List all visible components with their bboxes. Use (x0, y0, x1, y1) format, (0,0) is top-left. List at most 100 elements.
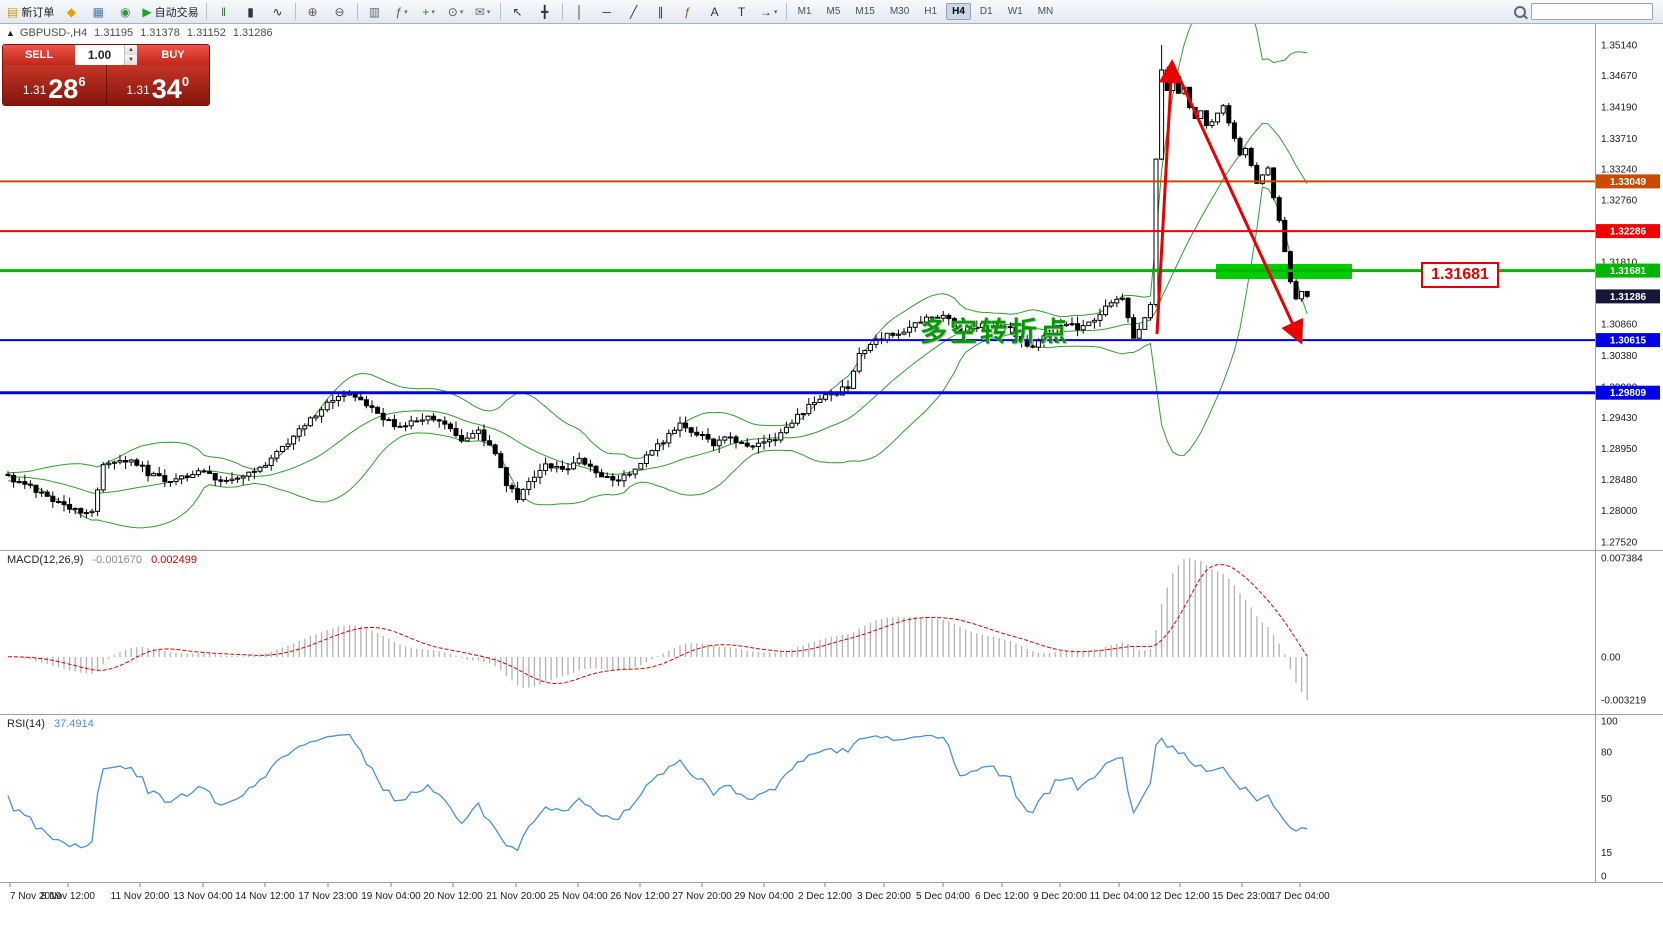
price-tick-label: 1.28000 (1601, 506, 1638, 517)
cursor-tool-button[interactable]: ↖ (505, 2, 531, 22)
trendline-tool-button[interactable]: ╱ (621, 2, 647, 22)
svg-text:1.29809: 1.29809 (1610, 388, 1647, 399)
zoom-in-button[interactable]: ⊕ (300, 2, 326, 22)
time-tick-label: 7 Nov 2019 (10, 891, 62, 902)
rsi-label: RSI(14) (7, 718, 45, 730)
timeframe-w1-button[interactable]: W1 (1007, 6, 1023, 17)
time-tick-label: 13 Nov 04:00 (173, 891, 233, 902)
toolbar-separator (356, 3, 358, 20)
chart-canvas[interactable]: 1.35140 1.34670 1.34190 1.33710 1.33240 1.327… (0, 24, 1663, 946)
timeframe-m15-button[interactable]: M15 (855, 6, 875, 17)
buy-price-big: 34 (151, 74, 182, 104)
add-indicator-button[interactable]: + ▾ (416, 2, 442, 22)
buy-button[interactable]: BUY (137, 45, 209, 65)
rsi-line (7, 733, 1308, 852)
chart-close-value: 1.31286 (232, 27, 273, 39)
svg-text:1.30615: 1.30615 (1610, 336, 1647, 347)
price-badge: 1.32286 (1596, 224, 1660, 239)
new-order-button[interactable]: ▤ 新订单 (4, 2, 57, 22)
line-chart-mode-icon: ∿ (272, 4, 283, 19)
zoom-out-icon: ⊖ (334, 4, 345, 19)
time-tick-label: 21 Nov 20:00 (486, 891, 546, 902)
dropdown-arrow-icon: ▾ (431, 8, 435, 16)
time-tick-label: 17 Nov 23:00 (298, 891, 358, 902)
search-icon (1514, 5, 1526, 18)
tile-windows-button[interactable]: ▥ (362, 2, 388, 22)
time-tick-label: 27 Nov 20:00 (672, 891, 732, 902)
chart-title: ▲ GBPUSD-,H4 1.31195 1.31378 1.31152 1.3… (6, 27, 280, 39)
zoom-out-button[interactable]: ⊖ (327, 2, 353, 22)
dropdown-arrow-icon: ▾ (486, 8, 491, 16)
macd-signal-line (8, 564, 1308, 685)
chart-shot-button[interactable]: ✉ ▾ (470, 2, 496, 22)
sell-price-button[interactable]: 1.31 28 6 (3, 65, 107, 105)
time-tick-label: 19 Nov 04:00 (361, 891, 421, 902)
refresh-button[interactable]: ◉ (112, 2, 138, 22)
vertical-line-tool-button[interactable]: │ (567, 2, 593, 22)
indicators-list-button[interactable]: ƒ ▾ (389, 2, 415, 22)
arrows-tool-button[interactable]: → ▾ (756, 2, 782, 22)
autotrading-button[interactable]: ▶ 自动交易 (139, 2, 201, 22)
candlestick-mode-button[interactable]: ▮ (238, 2, 264, 22)
volume-up-button[interactable]: ▲ (125, 45, 137, 55)
price-badge: 1.30615 (1596, 333, 1660, 348)
periods-button[interactable]: ⊙ ▾ (443, 2, 469, 22)
search-input[interactable] (1531, 3, 1653, 20)
price-tick-label: 1.28480 (1601, 475, 1638, 486)
time-tick-label: 11 Dec 04:00 (1090, 891, 1149, 902)
refresh-icon: ◉ (120, 4, 131, 19)
timeframe-h1-button[interactable]: H1 (924, 6, 938, 17)
crosshair-tool-button[interactable]: ╋ (532, 2, 558, 22)
channel-tool-button[interactable]: ∥ (648, 2, 674, 22)
rsi-indicator-header: RSI(14) 37.4914 (7, 718, 94, 730)
dropdown-arrow-icon: ▾ (773, 8, 778, 16)
svg-text:1.31286: 1.31286 (1610, 292, 1647, 303)
timeframe-m1-button[interactable]: M1 (797, 6, 812, 17)
crosshair-tool-icon: ╋ (540, 4, 549, 19)
toolbar-separator (785, 3, 787, 20)
timeframe-h4-button[interactable]: H4 (946, 3, 971, 20)
price-badge: 1.31681 (1596, 263, 1660, 278)
time-tick-label: 17 Dec 04:00 (1270, 891, 1330, 902)
turning-point-annotation[interactable]: 多空转折点 (920, 317, 1070, 347)
sell-button[interactable]: SELL (3, 45, 75, 65)
text-tool-button[interactable]: A (702, 2, 728, 22)
timeframe-d1-button[interactable]: D1 (979, 6, 993, 17)
timeframe-m5-button[interactable]: M5 (826, 6, 841, 17)
fibonacci-tool-button[interactable]: ƒ (675, 2, 701, 22)
timeframe-m30-button[interactable]: M30 (889, 6, 910, 17)
one-click-panel-toggle-icon[interactable]: ▲ (6, 28, 15, 38)
macd-tick-label: 0.007384 (1601, 553, 1643, 564)
time-tick-label: 2 Dec 12:00 (798, 891, 852, 902)
volume-spinner: ▲ ▼ (124, 45, 137, 65)
metaeditor-button[interactable]: ◆ (58, 2, 84, 22)
metaeditor-icon: ◆ (66, 4, 76, 19)
chart-open-value: 1.31195 (94, 27, 134, 39)
horizontal-line-tool-button[interactable]: ─ (594, 2, 620, 22)
toolbar-search (1514, 3, 1653, 20)
trend-arrow-up-object[interactable] (1155, 59, 1183, 335)
line-chart-mode-button[interactable]: ∿ (265, 2, 291, 22)
volume-down-button[interactable]: ▼ (125, 55, 137, 65)
toolbar-separator (294, 3, 296, 20)
macd-indicator-header: MACD(12,26,9) -0.001670 0.002499 (7, 554, 197, 566)
chart-window-button[interactable]: ▦ (85, 2, 111, 22)
timeframe-mn-button[interactable]: MN (1037, 6, 1054, 17)
bar-chart-mode-icon: ‖ (221, 4, 227, 19)
price-callout-label[interactable]: 1.31681 (1421, 262, 1499, 288)
svg-text:1.31681: 1.31681 (1610, 266, 1647, 277)
label-tool-button[interactable]: T (729, 2, 755, 22)
rsi-tick-label: 100 (1601, 717, 1618, 728)
fibonacci-tool-icon: ƒ (684, 4, 691, 19)
vertical-line-tool-icon: │ (575, 4, 584, 19)
trend-arrow-down-object[interactable] (1170, 61, 1304, 345)
bar-chart-mode-button[interactable]: ‖ (211, 2, 237, 22)
sell-price-big: 28 (48, 74, 79, 104)
candlestick-mode-icon: ▮ (247, 4, 254, 19)
sell-price-sup: 6 (78, 74, 86, 89)
volume-input[interactable] (75, 45, 124, 65)
time-tick-label: 11 Nov 20:00 (111, 891, 170, 902)
price-badge: 1.31286 (1596, 289, 1660, 304)
buy-price-button[interactable]: 1.31 34 0 (106, 65, 209, 105)
